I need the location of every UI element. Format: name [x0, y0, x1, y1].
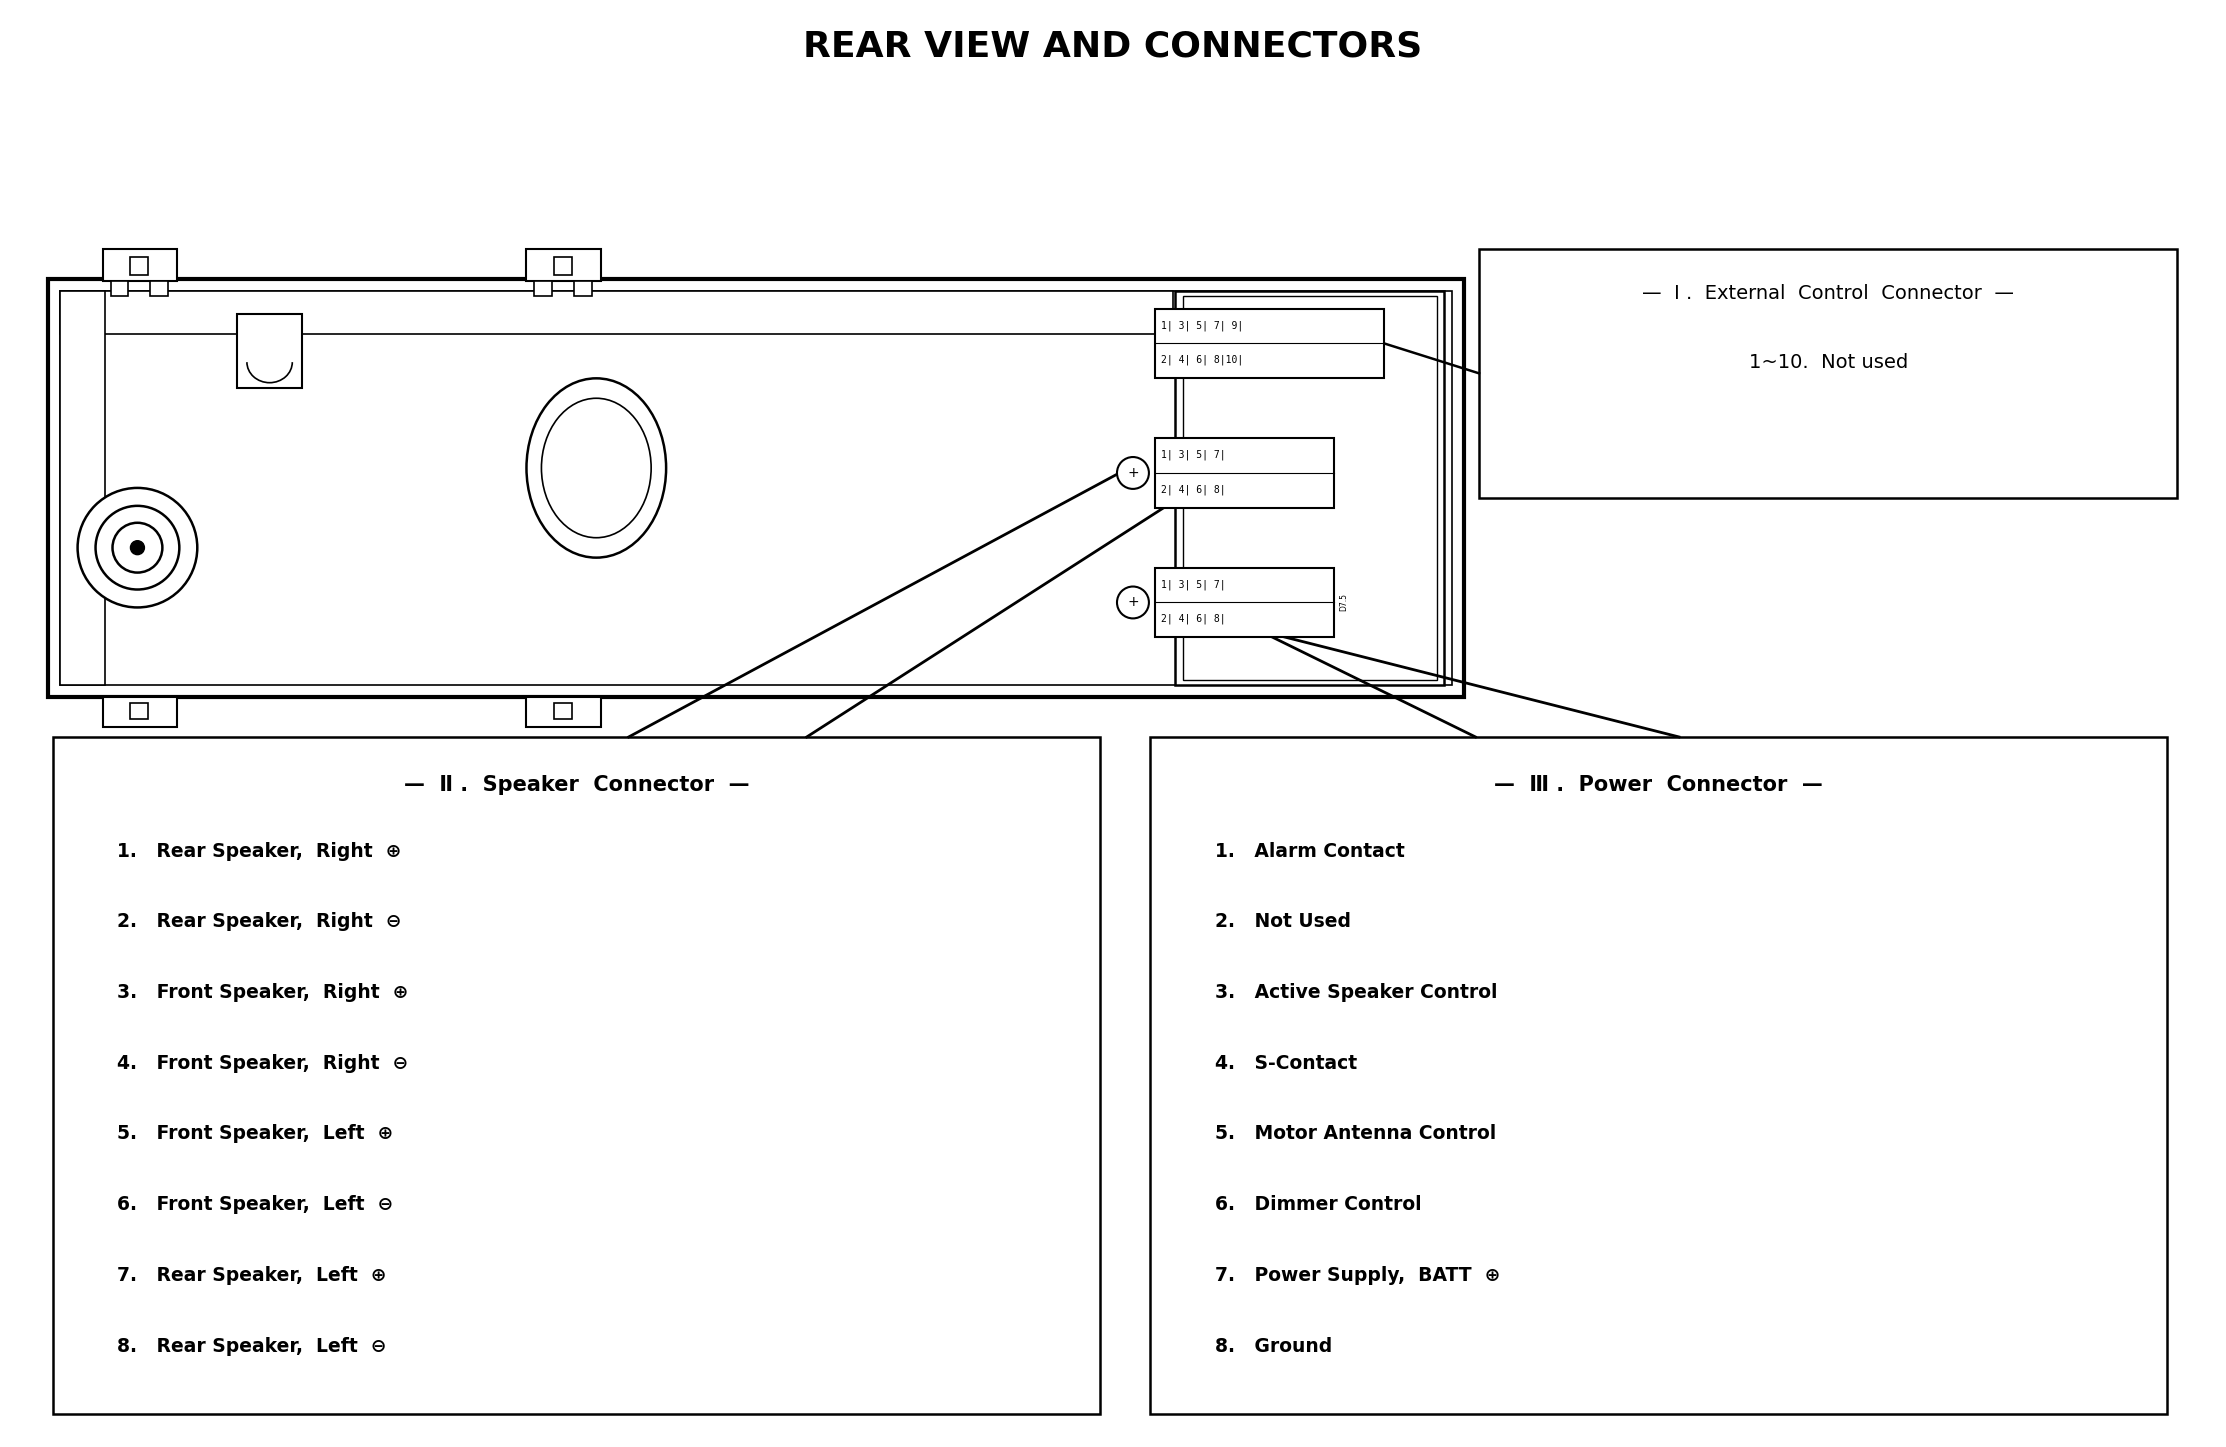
Bar — [102, 697, 178, 726]
Text: REAR VIEW AND CONNECTORS: REAR VIEW AND CONNECTORS — [804, 30, 1422, 64]
Bar — [1175, 291, 1445, 684]
Bar — [1155, 567, 1333, 637]
Text: 2.   Not Used: 2. Not Used — [1215, 912, 1351, 932]
Text: +: + — [1126, 466, 1140, 480]
FancyBboxPatch shape — [1151, 737, 2168, 1414]
Bar — [1155, 308, 1385, 378]
Circle shape — [78, 488, 198, 608]
Text: D7.5: D7.5 — [1340, 593, 1349, 612]
Bar — [102, 249, 178, 281]
Text: 2| 4| 6| 8|10|: 2| 4| 6| 8|10| — [1162, 355, 1242, 366]
Bar — [60, 291, 105, 684]
Text: +: + — [1126, 596, 1140, 609]
Text: 5.   Front Speaker,  Left  ⊕: 5. Front Speaker, Left ⊕ — [118, 1124, 394, 1143]
Text: 7.   Power Supply,  BATT  ⊕: 7. Power Supply, BATT ⊕ — [1215, 1266, 1500, 1285]
Text: 8.   Rear Speaker,  Left  ⊖: 8. Rear Speaker, Left ⊖ — [118, 1337, 387, 1356]
Text: 5.   Motor Antenna Control: 5. Motor Antenna Control — [1215, 1124, 1496, 1143]
Circle shape — [1117, 457, 1149, 489]
Bar — [1155, 438, 1333, 508]
Text: 1| 3| 5| 7|: 1| 3| 5| 7| — [1162, 579, 1227, 589]
Text: 1| 3| 5| 7| 9|: 1| 3| 5| 7| 9| — [1162, 320, 1242, 330]
FancyBboxPatch shape — [53, 737, 1100, 1414]
Bar — [47, 279, 1465, 697]
Text: 2.   Rear Speaker,  Right  ⊖: 2. Rear Speaker, Right ⊖ — [118, 912, 403, 932]
Bar — [60, 291, 1173, 333]
Bar — [554, 703, 572, 719]
Bar — [574, 281, 592, 295]
Circle shape — [114, 522, 162, 573]
Text: 1.   Alarm Contact: 1. Alarm Contact — [1215, 842, 1405, 861]
FancyBboxPatch shape — [1478, 249, 2177, 498]
Bar — [554, 256, 572, 275]
Bar — [111, 281, 129, 295]
Text: 8.   Ground: 8. Ground — [1215, 1337, 1331, 1356]
Text: —  Ⅱ .  Speaker  Connector  —: — Ⅱ . Speaker Connector — — [403, 774, 750, 794]
Text: 1| 3| 5| 7|: 1| 3| 5| 7| — [1162, 450, 1227, 460]
Text: 4.   Front Speaker,  Right  ⊖: 4. Front Speaker, Right ⊖ — [118, 1053, 410, 1072]
Bar — [528, 249, 601, 281]
Circle shape — [96, 506, 180, 589]
Text: 1~10.  Not used: 1~10. Not used — [1750, 353, 1908, 372]
Text: 3.   Active Speaker Control: 3. Active Speaker Control — [1215, 983, 1498, 1001]
Text: 3.   Front Speaker,  Right  ⊕: 3. Front Speaker, Right ⊕ — [118, 983, 410, 1001]
Bar — [131, 703, 149, 719]
Bar — [534, 281, 552, 295]
Text: 7.   Rear Speaker,  Left  ⊕: 7. Rear Speaker, Left ⊕ — [118, 1266, 387, 1285]
Circle shape — [131, 541, 145, 554]
Text: —  Ⅰ .  External  Control  Connector  —: — Ⅰ . External Control Connector — — [1643, 284, 2015, 302]
Bar — [1182, 295, 1438, 680]
Bar — [60, 291, 1451, 684]
Text: 2| 4| 6| 8|: 2| 4| 6| 8| — [1162, 485, 1227, 495]
Ellipse shape — [528, 378, 666, 557]
Bar — [131, 256, 149, 275]
Circle shape — [1117, 586, 1149, 618]
Ellipse shape — [541, 398, 652, 538]
Text: 4.   S-Contact: 4. S-Contact — [1215, 1053, 1358, 1072]
Text: 6.   Front Speaker,  Left  ⊖: 6. Front Speaker, Left ⊖ — [118, 1195, 394, 1214]
Bar — [528, 697, 601, 726]
Text: 2| 4| 6| 8|: 2| 4| 6| 8| — [1162, 614, 1227, 625]
Text: 1.   Rear Speaker,  Right  ⊕: 1. Rear Speaker, Right ⊕ — [118, 842, 403, 861]
Bar — [151, 281, 169, 295]
Text: —  Ⅲ .  Power  Connector  —: — Ⅲ . Power Connector — — [1494, 774, 1823, 794]
Bar — [238, 314, 303, 388]
Text: 6.   Dimmer Control: 6. Dimmer Control — [1215, 1195, 1422, 1214]
